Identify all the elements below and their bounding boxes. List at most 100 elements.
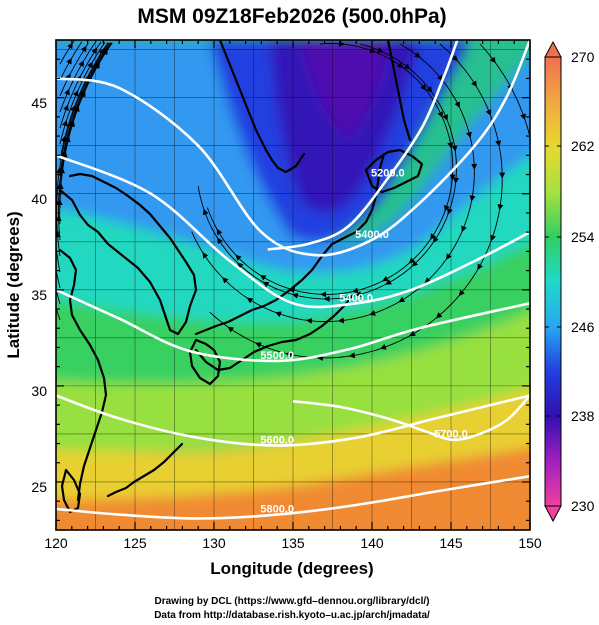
wind-arrow	[385, 279, 392, 285]
y-tick-label: 40	[31, 191, 47, 207]
wind-arrow	[237, 262, 244, 269]
contour-5800-0: 5800.0	[56, 474, 530, 520]
streamline	[56, 272, 61, 289]
y-tick-label: 25	[31, 479, 47, 495]
contour-5400-0: 5400.0	[56, 154, 530, 309]
credit-drawing: Drawing by DCL (https://www.gfd–dennou.o…	[154, 596, 429, 607]
wind-arrow	[451, 54, 458, 62]
x-axis-label: Longitude (degrees)	[210, 559, 373, 578]
wind-arrow	[411, 260, 419, 267]
contour-label: 5800.0	[260, 504, 294, 516]
wind-arrow	[66, 57, 72, 65]
wind-arrow	[454, 101, 460, 108]
x-tick-label: 140	[360, 535, 384, 551]
wind-arrow	[426, 86, 433, 93]
wind-arrow	[217, 237, 223, 245]
coastline-japan-honshu	[194, 152, 386, 336]
wind-arrow	[72, 90, 79, 97]
wind-arrow	[442, 114, 449, 121]
colorbar-label: 246	[571, 319, 595, 335]
wind-arrow	[222, 277, 229, 284]
wind-arrow	[430, 233, 436, 240]
wind-arrow	[444, 204, 450, 212]
frame-ticks	[55, 39, 531, 530]
colorbar-label: 270	[571, 49, 595, 65]
colorbar-label: 230	[571, 498, 595, 514]
wind-arrow	[409, 330, 416, 337]
credit-data: Data from http://database.rish.kyoto–u.a…	[154, 610, 430, 621]
wind-arrow	[369, 47, 376, 53]
wind-arrow	[291, 292, 299, 299]
x-tick-labels: 120 125 130 135 140 145 150	[44, 535, 542, 551]
height-contours: 5200.0 5400.0 5400.0 5500.0 5600.0 5700.0 5800…	[56, 40, 530, 520]
wind-arrow	[65, 73, 71, 81]
contour-label: 5200.0	[371, 167, 405, 179]
wind-arrow	[458, 289, 465, 297]
wind-arrow	[403, 63, 411, 70]
contour-label: 5600.0	[260, 434, 294, 446]
wind-arrow	[424, 277, 432, 284]
wind-arrow	[285, 351, 292, 358]
x-tick-label: 145	[439, 535, 463, 551]
wind-arrow	[87, 61, 93, 69]
plot-area: 5200.0 5400.0 5400.0 5500.0 5600.0 5700.0 5800…	[56, 40, 530, 530]
wind-arrow	[262, 281, 270, 288]
wind-arrow	[92, 62, 99, 69]
colorbar-max-triangle	[544, 40, 562, 58]
wind-arrow	[445, 253, 452, 260]
streamline	[59, 41, 102, 129]
wind-arrow	[64, 88, 70, 96]
wind-arrow	[447, 207, 453, 215]
wind-arrow	[63, 104, 69, 112]
wind-arrow	[306, 317, 313, 324]
lat-lon-grid	[56, 40, 530, 530]
wind-arrow	[102, 48, 108, 56]
wind-arrow	[432, 236, 439, 243]
wind-arrow	[91, 47, 98, 55]
wind-arrow	[355, 291, 362, 297]
wind-arrow	[71, 105, 77, 113]
streamline	[59, 42, 113, 225]
contour-label: 5400.0	[339, 292, 373, 304]
wind-arrow	[60, 151, 67, 158]
wind-arrow	[78, 60, 84, 68]
wind-arrow	[435, 312, 443, 319]
y-tick-label: 30	[31, 383, 47, 399]
contour-line	[267, 40, 459, 251]
wind-arrow	[348, 352, 356, 359]
contour-line	[56, 474, 530, 520]
contour-label: 5400.0	[355, 229, 389, 241]
y-tick-labels: 25 30 35 40 45	[31, 95, 47, 495]
y-axis-label: Latitude (degrees)	[4, 211, 23, 358]
wind-arrow	[67, 120, 74, 128]
wind-arrow	[56, 167, 62, 174]
wind-arrow	[420, 83, 427, 91]
contour-label: 5700.0	[434, 429, 468, 441]
wind-arrow	[369, 310, 376, 316]
x-tick-label: 135	[281, 535, 305, 551]
wind-arrow	[376, 47, 384, 53]
wind-arrow	[471, 80, 477, 88]
colorbar-label: 262	[571, 138, 595, 154]
coastline-kyushu	[188, 338, 222, 386]
wind-arrow	[64, 135, 71, 143]
wind-arrow	[497, 203, 504, 211]
x-tick-label: 150	[518, 535, 542, 551]
wind-arrow	[485, 109, 492, 116]
wind-arrow	[288, 287, 296, 294]
wind-arrow	[255, 342, 262, 348]
wind-arrow	[461, 225, 467, 233]
coastline-hokkaido	[364, 148, 424, 194]
wind-arrow	[275, 311, 282, 318]
wind-arrow	[58, 167, 65, 174]
colorbar: 270 262 254 246 238 230	[544, 40, 595, 523]
contour-line	[56, 40, 530, 257]
wind-arrow	[352, 287, 359, 294]
colorbar-min-triangle	[544, 505, 562, 523]
wind-arrow	[73, 105, 80, 113]
contour-line	[56, 394, 530, 447]
wind-arrow	[246, 297, 254, 304]
wind-arrow	[414, 51, 421, 59]
contour-label: 5500.0	[260, 350, 294, 362]
